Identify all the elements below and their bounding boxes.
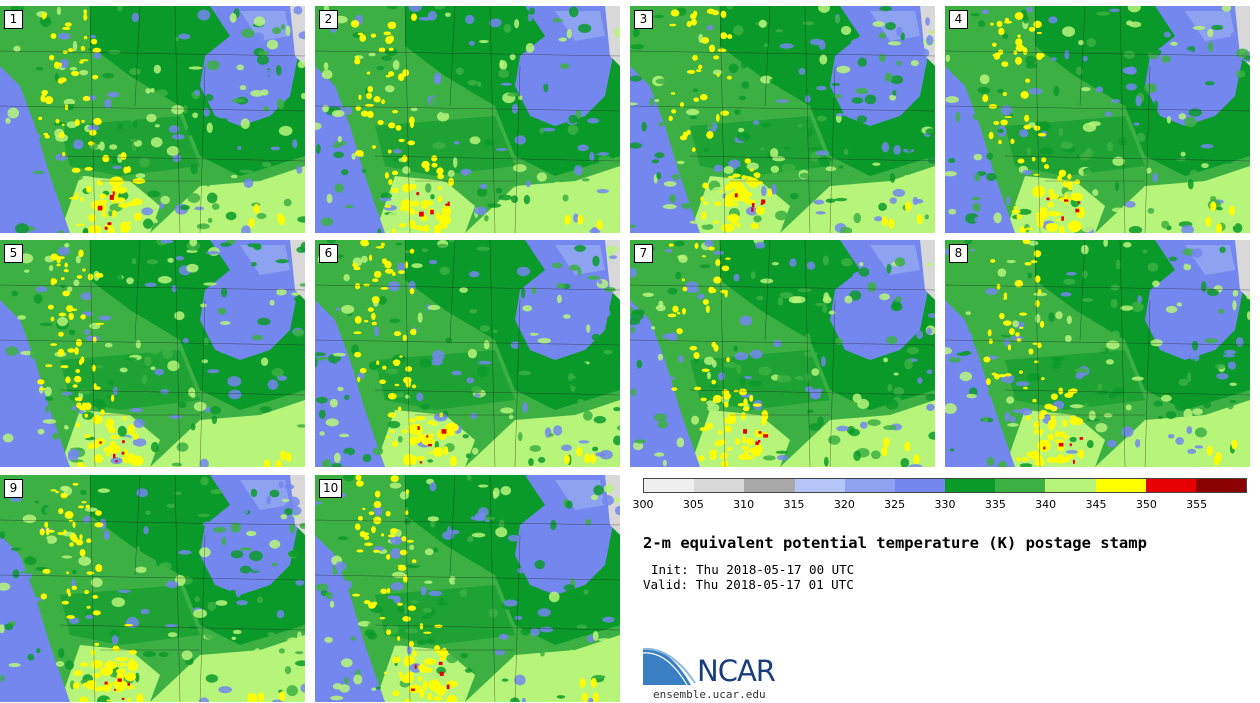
- panel-number-label: 5: [4, 244, 23, 263]
- colorbar-tick-label: 350: [1135, 498, 1157, 511]
- colorbar-tick-label: 315: [783, 498, 805, 511]
- colorbar-tick-label: 340: [1035, 498, 1057, 511]
- map-panel: 9: [0, 475, 305, 702]
- map-panel: 2: [315, 6, 620, 233]
- valid-time: Valid: Thu 2018-05-17 01 UTC: [643, 577, 854, 592]
- colorbar-swatch: [894, 479, 946, 492]
- init-time: Init: Thu 2018-05-17 00 UTC: [651, 562, 855, 577]
- panel-number-label: 8: [949, 244, 968, 263]
- colorbar-tick-label: 310: [733, 498, 755, 511]
- map-panel: 4: [945, 6, 1250, 233]
- panel-number-label: 7: [634, 244, 653, 263]
- colorbar-tick-label: 305: [682, 498, 704, 511]
- ncar-logo-icon: [643, 647, 696, 686]
- colorbar-swatch: [1145, 479, 1196, 492]
- chart-title: 2-m equivalent potential temperature (K)…: [643, 534, 1147, 552]
- map-panel: 5: [0, 240, 305, 467]
- panel-number-label: 9: [4, 479, 23, 498]
- colorbar-swatch: [945, 479, 996, 492]
- colorbar-swatch: [694, 479, 745, 492]
- colorbar-swatch: [844, 479, 895, 492]
- colorbar-swatch: [1195, 479, 1247, 492]
- colorbar-swatch: [1095, 479, 1146, 492]
- colorbar-swatch: [744, 479, 795, 492]
- colorbar-tick-label: 320: [833, 498, 855, 511]
- colorbar-ticks: 300 305 310 315 320 325 330 335 340 345 350 355: [633, 498, 1247, 512]
- colorbar-tick-label: 330: [934, 498, 956, 511]
- colorbar-tick-label: 335: [984, 498, 1006, 511]
- panel-number-label: 6: [319, 244, 338, 263]
- map-panel: 7: [630, 240, 935, 467]
- panel-number-label: 2: [319, 10, 338, 29]
- panel-number-label: 3: [634, 10, 653, 29]
- colorbar-swatch: [644, 479, 695, 492]
- map-panel: 8: [945, 240, 1250, 467]
- panel-number-label: 4: [949, 10, 968, 29]
- colorbar-tick-label: 300: [632, 498, 654, 511]
- colorbar-tick-label: 355: [1186, 498, 1208, 511]
- colorbar-swatch: [995, 479, 1046, 492]
- colorbar-swatch: [1045, 479, 1096, 492]
- colorbar-tick-label: 325: [884, 498, 906, 511]
- colorbar-tick-label: 345: [1085, 498, 1107, 511]
- map-panel: 6: [315, 240, 620, 467]
- logo-text: NCAR: [697, 654, 776, 688]
- map-panel: 10: [315, 475, 620, 702]
- panel-number-label: 1: [4, 10, 23, 29]
- panel-number-label: 10: [319, 479, 343, 498]
- colorbar-swatch: [794, 479, 845, 492]
- logo-url: ensemble.ucar.edu: [653, 688, 766, 701]
- colorbar: [643, 478, 1247, 493]
- map-panel: 3: [630, 6, 935, 233]
- map-panel: 1: [0, 6, 305, 233]
